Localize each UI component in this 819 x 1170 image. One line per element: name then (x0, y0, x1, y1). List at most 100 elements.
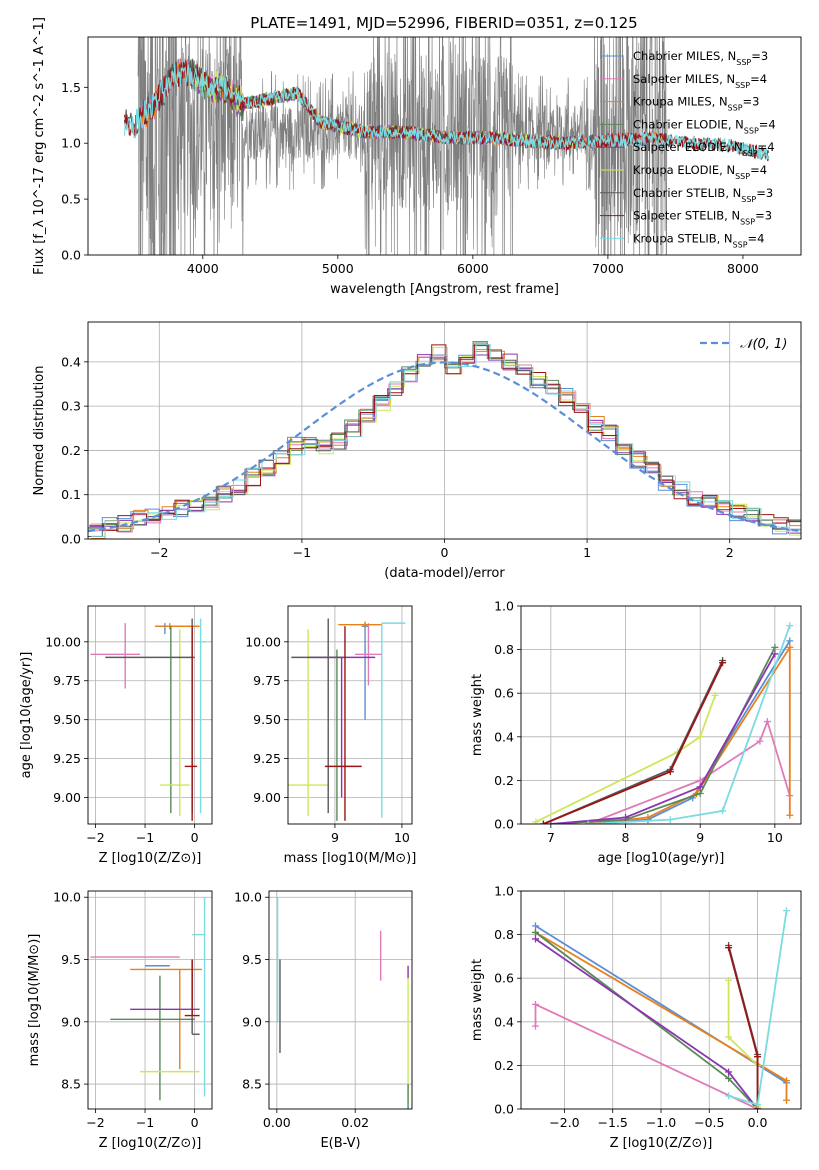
mass-weight-marker (754, 1053, 762, 1061)
age-vs-Z-plot (90, 618, 206, 821)
tick-label-x: −1.0 (646, 1115, 676, 1130)
axis-label-y: age [log10(age/yr)] (19, 652, 34, 779)
mass-weight-line (727, 947, 759, 1109)
mass-weight-marker (531, 935, 539, 943)
legend-subscript: SSP (735, 172, 750, 181)
massweight-vs-Z-axes: −2.0 −1.5 −1.0 −0.5 0.0 0.0 0.2 0.4 0.6 0.8 1.0 Z [… (470, 884, 802, 1151)
axis-label-x: Z [log10(Z/Z⊙)] (610, 1136, 713, 1151)
tick-label-y: 9.25 (53, 751, 81, 766)
mass-weight-line (535, 695, 716, 823)
legend-suffix: =4 (750, 163, 767, 177)
massweight-vs-Z-frame (520, 890, 802, 1110)
mass-weight-marker (783, 907, 791, 915)
mass-weight-line (543, 660, 724, 824)
mass-weight-marker (696, 776, 704, 784)
age-vs-Z-frame (87, 605, 213, 825)
gaussian-curve (88, 361, 799, 533)
mass-weight-marker (763, 718, 771, 726)
mass-weight-marker (783, 1077, 791, 1085)
mass-vs-Z-frame (87, 890, 213, 1110)
mass-weight-marker (786, 811, 794, 819)
tick-label-x: 6000 (457, 261, 489, 276)
mass-weight-marker (719, 659, 727, 667)
tick-label-y: 0.4 (494, 1014, 514, 1029)
axis-label-y: mass [log10(M/M⊙)] (27, 934, 42, 1067)
age-vs-mass-frame (287, 605, 413, 825)
spectrum-axes: 4000 5000 6000 7000 8000 0.0 0.5 1.0 1.5 waveleng… (32, 17, 802, 297)
mass-weight-marker (786, 622, 794, 630)
tick-label-y: 10.00 (45, 634, 81, 649)
mass-vs-ebv-axes: 0.00 0.02 8.5 9.0 9.5 10.0 E(B-V) (234, 890, 413, 1151)
tick-label-y: 0.3 (61, 399, 81, 414)
tick-label-x: 10 (394, 830, 410, 845)
tick-label-y: 0.1 (61, 487, 81, 502)
legend-label: Chabrier STELIB, NSSP=3 (633, 186, 773, 204)
tick-label-x: −2 (86, 1115, 104, 1130)
legend-suffix: =4 (758, 140, 775, 154)
axis-label-x: Z [log10(Z/Z⊙)] (99, 1136, 202, 1151)
tick-label-x: 8000 (727, 261, 759, 276)
tick-label-x: −1 (293, 545, 311, 560)
tick-label-y: 10.0 (53, 890, 81, 905)
massweight-vs-age-plot (532, 622, 794, 824)
legend-suffix: =4 (748, 231, 765, 245)
axis-label-x: age [log10(age/yr)] (598, 851, 725, 866)
model-spectrum-line (123, 62, 770, 160)
mass-weight-marker (711, 691, 719, 699)
legend-suffix: =3 (751, 49, 768, 63)
mass-vs-ebv-plot (276, 897, 409, 1109)
tick-label-x: −1 (136, 1115, 154, 1130)
mass-weight-marker (725, 1033, 733, 1041)
legend-label: Salpeter ELODIE, NSSP=4 (633, 140, 775, 158)
massweight-vs-age-axes: 7 8 9 10 0.0 0.2 0.4 0.6 0.8 1.0 age [log10(age/yr… (470, 599, 802, 866)
tick-label-x: 0.02 (341, 1115, 369, 1130)
spectrum-legend: Chabrier MILES, NSSP=3 Salpeter MILES, NS… (600, 49, 776, 249)
model-spectrum-line (123, 60, 770, 162)
legend-label: Kroupa STELIB, NSSP=4 (633, 231, 764, 249)
mass-weight-marker (666, 816, 674, 824)
mass-weight-marker (725, 1068, 733, 1076)
tick-label-y: 9.75 (53, 673, 81, 688)
legend-suffix: =3 (756, 186, 773, 200)
tick-label-x: 2 (726, 545, 734, 560)
tick-label-y: 0.2 (494, 773, 514, 788)
figure-title: PLATE=1491, MJD=52996, FIBERID=0351, z=0… (250, 14, 637, 32)
tick-label-y: 0.8 (494, 927, 514, 942)
axis-label-y: Flux [f_λ 10^-17 erg cm^-2 s^-1 A^-1] (32, 17, 47, 275)
massweight-vs-age-frame (520, 605, 802, 825)
tick-label-y: 9.0 (242, 1014, 262, 1029)
mass-weight-marker (531, 928, 539, 936)
mass-weight-marker (786, 643, 794, 651)
tick-label-x: 9 (696, 830, 704, 845)
legend-label: Salpeter STELIB, NSSP=3 (633, 209, 772, 227)
legend-subscript: SSP (733, 240, 748, 249)
tick-label-x: −1 (136, 830, 154, 845)
legend-subscript: SSP (735, 80, 750, 89)
axis-label-x: E(B-V) (320, 1136, 360, 1151)
mass-weight-marker (696, 783, 704, 791)
legend-suffix: =3 (743, 95, 760, 109)
residuals-axes: −2 −1 0 1 2 0.0 0.1 0.2 0.3 0.4 (data-model)/error… (32, 321, 802, 581)
tick-label-y: 0.4 (494, 729, 514, 744)
tick-label-y: 0.6 (494, 971, 514, 986)
mass-weight-marker (531, 1000, 539, 1008)
residual-histogram (90, 343, 801, 537)
legend-label: Chabrier MILES, NSSP=3 (633, 49, 768, 67)
tick-label-x: 5000 (322, 261, 354, 276)
mass-weight-marker (771, 650, 779, 658)
tick-label-x: −2 (86, 830, 104, 845)
mass-weight-marker (756, 737, 764, 745)
mass-weight-marker (666, 768, 674, 776)
age-vs-mass-plot (288, 618, 406, 821)
mass-weight-marker (754, 1101, 762, 1109)
tick-label-y: 9.50 (253, 712, 281, 727)
mass-weight-line (534, 1002, 758, 1109)
spectrum-plot (123, 37, 770, 255)
mass-weight-marker (532, 818, 540, 824)
spectrum-frame (87, 36, 802, 256)
axis-label-x: wavelength [Angstrom, rest frame] (330, 282, 559, 297)
mass-weight-marker (725, 1074, 733, 1082)
tick-label-y: 0.0 (61, 248, 81, 263)
residual-histogram (89, 344, 801, 531)
